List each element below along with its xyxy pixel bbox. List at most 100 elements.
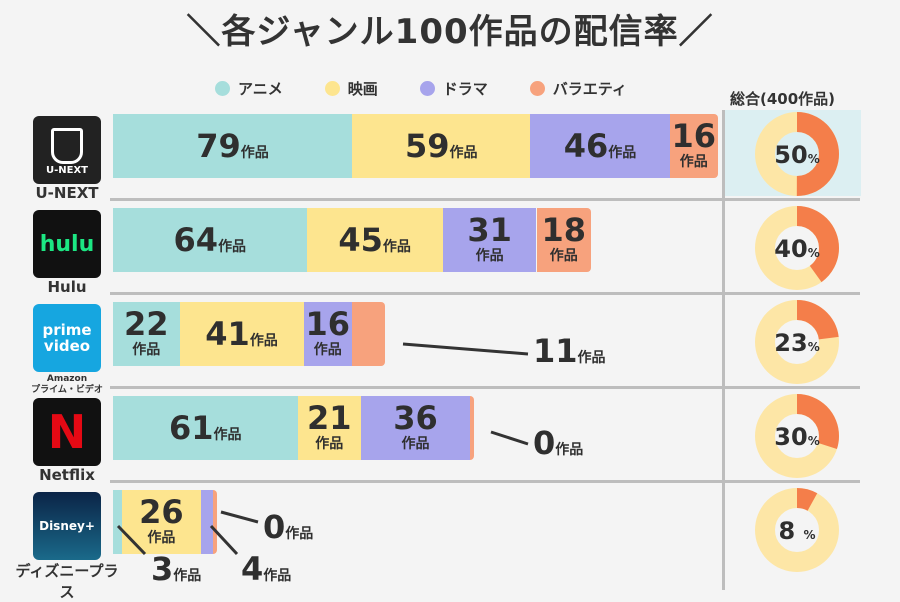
donut-percent-label: 50%: [774, 141, 819, 169]
chart-title: ＼各ジャンル100作品の配信率／: [186, 12, 714, 52]
total-donut: 40%: [755, 206, 839, 290]
callout-lines: [116, 510, 259, 556]
total-donut: 50%: [755, 112, 839, 196]
callout-lines: [490, 430, 529, 446]
service-name: Hulu: [47, 278, 87, 296]
service-row: Disney+ ディズニープラス 3作品 26 作品 4作品 0作品 8 %: [0, 488, 900, 601]
bar-segment: [113, 490, 123, 554]
bar-segment: 46作品: [530, 114, 670, 178]
service-logo: hulu: [33, 210, 101, 278]
legend-item: バラエティ: [529, 78, 627, 99]
legend-swatch: [529, 81, 545, 96]
total-label: 総合(400作品): [730, 90, 836, 108]
donut-fill: [755, 112, 839, 196]
bar-value-label: 11作品: [533, 332, 606, 370]
legend-swatch: [419, 81, 435, 96]
bar-segment: [469, 396, 474, 460]
bar-value-label: 36 作品: [393, 398, 438, 453]
legend-item: アニメ: [215, 78, 283, 99]
bar-segment: 45作品: [306, 208, 443, 272]
bar-value-label: 61作品: [168, 409, 242, 447]
bar-segment: 21 作品: [297, 396, 362, 460]
bar-value-label: 18 作品: [541, 210, 586, 265]
callout-line: [490, 430, 529, 446]
service-row: prime video Amazon プライム・ビデオ 22 作品 41作品 16 作品 11…: [0, 300, 900, 396]
row-separator: [110, 386, 860, 389]
legend-item: ドラマ: [419, 78, 488, 99]
bar-segment: [351, 302, 386, 366]
bar-segment: 64作品: [113, 208, 307, 272]
legend-item: 映画: [324, 78, 378, 99]
service-name: U-NEXT: [35, 184, 99, 202]
donut-fill: [755, 394, 839, 478]
service-logo: prime video: [33, 304, 101, 372]
bar-segment: 16 作品: [303, 302, 352, 366]
service-name: Netflix: [39, 466, 95, 484]
donut-fill: [755, 206, 839, 290]
donut-percent-label: 8 %: [778, 517, 815, 545]
legend-label: 映画: [347, 80, 378, 98]
bar-value-label: 0作品: [533, 424, 584, 462]
bar-value-label: 26 作品: [139, 492, 184, 547]
donut-fill: [755, 488, 839, 572]
row-separator: [110, 198, 860, 201]
service-name: Amazon プライム・ビデオ: [31, 374, 103, 396]
bar-value-label: 22 作品: [124, 304, 169, 359]
bar-value-label: 59作品: [404, 127, 478, 165]
total-donut: 23%: [755, 300, 839, 384]
bar-segment: 18 作品: [536, 208, 591, 272]
bar-value-label: 41作品: [205, 315, 278, 353]
callout-line: [402, 342, 529, 356]
callout-lines: [402, 342, 529, 356]
service-logo: N: [33, 398, 101, 466]
bar-value-label: 79作品: [196, 127, 269, 165]
legend: アニメ 映画 ドラマ バラエティ: [215, 78, 627, 99]
callout-line: [116, 524, 147, 556]
donut-percent-label: 40%: [774, 235, 819, 263]
total-donut: 8 %: [755, 488, 839, 572]
stacked-bar: 22 作品 41作品 16 作品 11作品: [113, 302, 733, 372]
legend-label: アニメ: [238, 80, 283, 98]
bar-value-label: 4作品: [241, 550, 292, 588]
bar-segment: 59作品: [351, 114, 531, 178]
legend-swatch: [215, 81, 230, 96]
service-row: N Netflix 61作品 21 作品 36 作品 0作品 30%: [0, 394, 900, 488]
bar-value-label: 3作品: [151, 550, 202, 588]
stacked-bar: 64作品 45作品 31 作品 18 作品: [113, 208, 733, 278]
service-name: ディズニープラス: [15, 562, 119, 601]
stacked-bar: 3作品 26 作品 4作品 0作品: [113, 490, 733, 588]
row-separator: [110, 480, 860, 483]
bar-value-label: 45作品: [338, 221, 411, 259]
stacked-bar: 61作品 21 作品 36 作品 0作品: [113, 396, 733, 466]
row-separator: [110, 292, 860, 295]
bar-segment: 26 作品: [122, 490, 201, 554]
service-row: hulu Hulu 64作品 45作品 31 作品 18 作品 40%: [0, 206, 900, 300]
donut-percent-label: 23%: [774, 329, 819, 357]
callout-line: [209, 524, 239, 556]
bar-segment: [200, 490, 213, 554]
service-row: U-NEXT U-NEXT 79作品 59作品 46作品 16 作品 50%: [0, 112, 900, 206]
bar-value-label: 21 作品: [307, 398, 352, 453]
bar-segment: 31 作品: [442, 208, 537, 272]
total-donut: 30%: [755, 394, 839, 478]
bar-segment: [212, 490, 217, 554]
callout-lines: [113, 208, 733, 300]
bar-segment: 16 作品: [669, 114, 718, 178]
donut-fill: [755, 300, 839, 384]
bar-value-label: 64作品: [173, 221, 247, 259]
callout-line: [220, 510, 259, 524]
service-logo: Disney+: [33, 492, 101, 560]
legend-label: バラエティ: [552, 80, 627, 98]
bar-value-label: 16 作品: [671, 116, 717, 171]
total-column-divider: [722, 110, 725, 590]
bar-value-label: 0作品: [263, 508, 314, 546]
bar-segment: 79作品: [113, 114, 352, 178]
legend-swatch: [324, 81, 340, 96]
stacked-bar: 79作品 59作品 46作品 16 作品: [113, 114, 733, 184]
legend-label: ドラマ: [442, 80, 488, 98]
bar-segment: 22 作品: [113, 302, 180, 366]
callout-lines: [113, 114, 733, 206]
service-logo: U-NEXT: [33, 116, 101, 184]
bar-value-label: 46作品: [563, 127, 637, 165]
bar-segment: 36 作品: [361, 396, 470, 460]
